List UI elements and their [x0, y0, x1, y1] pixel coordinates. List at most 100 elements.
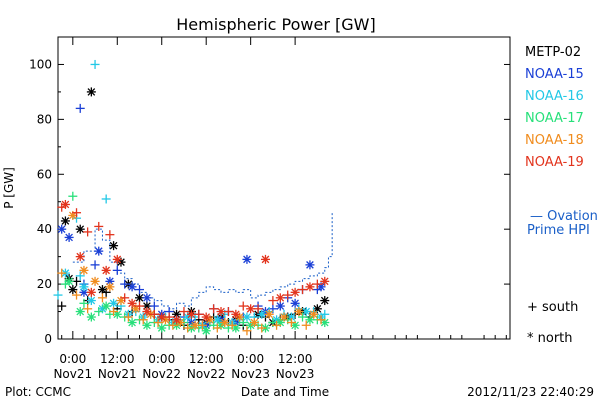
- data-point-north: [142, 320, 152, 330]
- data-point-south: [105, 230, 115, 240]
- data-point-south: [242, 326, 252, 336]
- data-point-south: [109, 307, 119, 317]
- data-point-north: [105, 276, 115, 286]
- data-point-north: [64, 276, 74, 286]
- x-tick-date-label: Nov23: [231, 367, 270, 381]
- legend: METP-02 NOAA-15 NOAA-16 NOAA-17 NOAA-18 …: [525, 45, 598, 346]
- data-point-north: [231, 309, 241, 319]
- data-point-north: [246, 304, 256, 314]
- legend-north-marker: * north: [527, 331, 573, 346]
- data-point-north: [275, 293, 285, 303]
- x-tick-time-label: 12:00: [189, 352, 224, 366]
- data-point-north: [127, 318, 137, 328]
- x-tick-date-label: Nov23: [276, 367, 315, 381]
- x-tick-time-label: 12:00: [100, 352, 135, 366]
- data-point-north: [242, 254, 252, 264]
- data-point-south: [72, 290, 82, 300]
- data-point-south: [112, 265, 122, 275]
- data-point-north: [279, 312, 289, 322]
- data-point-north: [142, 293, 152, 303]
- legend-entry-noaa-16: NOAA-16: [525, 89, 584, 104]
- data-point-north: [127, 282, 137, 292]
- legend-south-marker: + south: [527, 300, 578, 315]
- data-point-south: [227, 320, 237, 330]
- data-point-south: [209, 304, 219, 314]
- data-point-south: [316, 315, 326, 325]
- data-point-north: [79, 282, 89, 292]
- x-axis-label: Date and Time: [241, 385, 329, 399]
- x-axis: 0:00Nov2112:00Nov210:00Nov2212:00Nov220:…: [53, 37, 507, 381]
- data-point-south: [179, 307, 189, 317]
- y-axis: 0 20 40 60 80 100: [29, 36, 510, 346]
- scatter-points: [53, 59, 330, 336]
- data-point-south: [286, 318, 296, 328]
- y-tick-label: 0: [44, 332, 52, 346]
- data-point-north: [90, 276, 100, 286]
- data-point-north: [86, 312, 96, 322]
- data-point-north: [305, 315, 315, 325]
- data-point-south: [238, 318, 248, 328]
- data-point-south: [138, 315, 148, 325]
- data-point-north: [172, 309, 182, 319]
- y-tick-label: 100: [29, 57, 52, 71]
- data-point-north: [190, 320, 200, 330]
- footer-timestamp: 2012/11/23 22:40:29: [467, 385, 594, 399]
- y-tick-label: 20: [37, 277, 52, 291]
- legend-ovation-line-2: Prime HPI: [527, 223, 590, 238]
- data-point-north: [79, 265, 89, 275]
- legend-entry-noaa-17: NOAA-17: [525, 111, 584, 126]
- footer-source: Plot: CCMC: [5, 385, 71, 399]
- x-tick-time-label: 0:00: [237, 352, 264, 366]
- x-tick-date-label: Nov22: [142, 367, 181, 381]
- ovation-hpi-line: [72, 212, 333, 310]
- data-point-north: [264, 309, 274, 319]
- x-tick-date-label: Nov21: [53, 367, 92, 381]
- data-point-south: [83, 227, 93, 237]
- data-point-north: [305, 260, 315, 270]
- data-point-north: [157, 312, 167, 322]
- data-point-north: [60, 216, 70, 226]
- y-axis-label: P [GW]: [2, 167, 16, 209]
- data-point-south: [94, 221, 104, 231]
- data-point-north: [220, 318, 230, 328]
- data-point-south: [298, 285, 308, 295]
- data-point-south: [153, 318, 163, 328]
- data-point-south: [238, 301, 248, 311]
- data-point-south: [149, 309, 159, 319]
- data-point-south: [168, 320, 178, 330]
- data-point-north: [86, 87, 96, 97]
- x-tick-time-label: 0:00: [59, 352, 86, 366]
- data-point-north: [75, 252, 85, 262]
- data-point-north: [290, 298, 300, 308]
- x-tick-date-label: Nov22: [187, 367, 226, 381]
- ovation-hpi-series: [72, 212, 333, 310]
- data-point-north: [86, 287, 96, 297]
- data-point-south: [75, 271, 85, 281]
- data-point-north: [68, 285, 78, 295]
- data-point-north: [201, 326, 211, 336]
- data-point-south: [94, 307, 104, 317]
- x-tick-time-label: 12:00: [278, 352, 313, 366]
- data-point-north: [320, 296, 330, 306]
- y-tick-label: 40: [37, 222, 52, 236]
- legend-entry-metp-02: METP-02: [525, 45, 581, 60]
- data-point-south: [90, 59, 100, 69]
- data-point-north: [101, 265, 111, 275]
- data-point-south: [123, 312, 133, 322]
- data-point-north: [309, 309, 319, 319]
- data-point-south: [301, 320, 311, 330]
- data-point-north: [64, 232, 74, 242]
- data-point-south: [101, 194, 111, 204]
- data-point-south: [312, 279, 322, 289]
- data-point-north: [216, 307, 226, 317]
- data-point-north: [75, 224, 85, 234]
- data-point-south: [120, 293, 130, 303]
- data-point-south: [97, 293, 107, 303]
- data-point-north: [109, 298, 119, 308]
- data-point-south: [79, 298, 89, 308]
- data-point-south: [57, 268, 67, 278]
- data-point-north: [75, 307, 85, 317]
- legend-ovation-line: — Ovation: [530, 209, 598, 224]
- data-point-south: [268, 296, 278, 306]
